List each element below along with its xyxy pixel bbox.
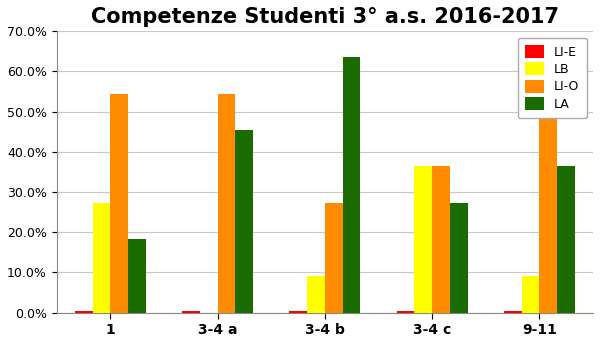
Bar [415, 166, 432, 313]
Bar [450, 203, 467, 313]
Bar [307, 276, 325, 313]
Bar [557, 166, 575, 313]
Bar [325, 203, 343, 313]
Bar [218, 94, 235, 313]
Bar [182, 311, 200, 313]
Bar [75, 311, 92, 313]
Bar [343, 57, 360, 313]
Bar [289, 311, 307, 313]
Bar [539, 94, 557, 313]
Bar [504, 311, 522, 313]
Bar [432, 166, 450, 313]
Legend: LI-E, LB, LI-O, LA: LI-E, LB, LI-O, LA [518, 37, 587, 118]
Bar [235, 130, 253, 313]
Title: Competenze Studenti 3° a.s. 2016-2017: Competenze Studenti 3° a.s. 2016-2017 [91, 7, 559, 27]
Bar [522, 276, 539, 313]
Bar [128, 239, 146, 313]
Bar [397, 311, 415, 313]
Bar [92, 203, 110, 313]
Bar [110, 94, 128, 313]
